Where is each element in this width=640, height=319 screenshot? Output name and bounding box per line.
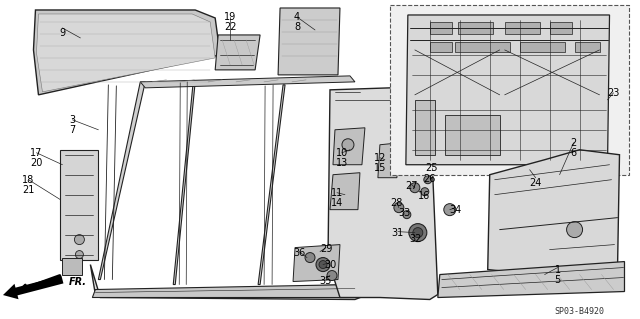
Polygon shape bbox=[63, 257, 83, 275]
Text: 10: 10 bbox=[336, 148, 348, 158]
Text: 3: 3 bbox=[69, 115, 76, 125]
Circle shape bbox=[319, 261, 327, 269]
Bar bbox=[430, 22, 452, 34]
Text: 9: 9 bbox=[60, 28, 65, 38]
Polygon shape bbox=[36, 14, 215, 92]
Text: 28: 28 bbox=[390, 198, 403, 208]
Text: 19: 19 bbox=[224, 12, 236, 22]
Polygon shape bbox=[258, 85, 285, 285]
Text: 15: 15 bbox=[374, 163, 386, 173]
Circle shape bbox=[316, 257, 330, 271]
Polygon shape bbox=[140, 76, 355, 88]
Bar bbox=[458, 22, 493, 34]
Polygon shape bbox=[378, 143, 400, 178]
Circle shape bbox=[444, 204, 456, 216]
Circle shape bbox=[76, 251, 83, 259]
Polygon shape bbox=[488, 150, 620, 278]
Circle shape bbox=[409, 224, 427, 241]
Text: 22: 22 bbox=[224, 22, 236, 32]
Polygon shape bbox=[92, 285, 358, 298]
Text: 36: 36 bbox=[293, 248, 305, 257]
Text: 34: 34 bbox=[450, 205, 462, 215]
Bar bbox=[575, 42, 600, 52]
Text: 17: 17 bbox=[30, 148, 43, 158]
Polygon shape bbox=[293, 245, 340, 282]
Text: 35: 35 bbox=[320, 276, 332, 286]
Circle shape bbox=[424, 176, 432, 184]
Text: 2: 2 bbox=[570, 138, 577, 148]
Text: 33: 33 bbox=[399, 208, 411, 218]
Text: 18: 18 bbox=[22, 175, 35, 185]
Circle shape bbox=[410, 183, 420, 193]
Text: 14: 14 bbox=[331, 198, 343, 208]
Circle shape bbox=[566, 222, 582, 238]
Polygon shape bbox=[173, 82, 195, 285]
Bar bbox=[550, 22, 572, 34]
Circle shape bbox=[421, 188, 429, 196]
FancyArrow shape bbox=[3, 276, 63, 299]
Circle shape bbox=[413, 228, 423, 238]
Circle shape bbox=[327, 271, 337, 280]
Text: 31: 31 bbox=[392, 228, 404, 238]
Text: 30: 30 bbox=[324, 260, 336, 270]
Text: 11: 11 bbox=[331, 188, 343, 198]
Text: 13: 13 bbox=[336, 158, 348, 168]
Text: 8: 8 bbox=[294, 22, 300, 32]
Text: SP03-B4920: SP03-B4920 bbox=[555, 308, 605, 316]
Polygon shape bbox=[390, 5, 630, 175]
Polygon shape bbox=[415, 100, 435, 155]
Text: 32: 32 bbox=[410, 234, 422, 244]
Text: 20: 20 bbox=[30, 158, 43, 168]
Text: 27: 27 bbox=[406, 181, 418, 191]
Text: 12: 12 bbox=[374, 153, 386, 163]
Text: 5: 5 bbox=[554, 275, 561, 285]
Text: 4: 4 bbox=[294, 12, 300, 22]
Text: 6: 6 bbox=[570, 148, 577, 158]
Text: 24: 24 bbox=[529, 178, 542, 188]
Circle shape bbox=[74, 234, 84, 245]
Polygon shape bbox=[278, 8, 340, 75]
Circle shape bbox=[342, 139, 354, 151]
Polygon shape bbox=[33, 10, 220, 95]
Polygon shape bbox=[99, 82, 145, 279]
Polygon shape bbox=[445, 115, 500, 155]
Text: 16: 16 bbox=[418, 191, 430, 201]
Text: 21: 21 bbox=[22, 185, 35, 195]
Circle shape bbox=[305, 253, 315, 263]
Circle shape bbox=[403, 211, 411, 219]
Polygon shape bbox=[406, 15, 609, 165]
Polygon shape bbox=[90, 90, 370, 300]
Polygon shape bbox=[330, 173, 360, 210]
Bar bbox=[430, 42, 452, 52]
Text: 29: 29 bbox=[320, 244, 332, 254]
Bar bbox=[505, 22, 540, 34]
Text: 7: 7 bbox=[69, 125, 76, 135]
Bar bbox=[520, 42, 564, 52]
Text: 1: 1 bbox=[554, 264, 561, 275]
Polygon shape bbox=[333, 128, 365, 165]
Text: 26: 26 bbox=[424, 174, 436, 184]
Circle shape bbox=[394, 203, 404, 213]
Polygon shape bbox=[438, 262, 625, 298]
Text: FR.: FR. bbox=[68, 277, 86, 286]
Polygon shape bbox=[215, 35, 260, 70]
Circle shape bbox=[426, 162, 438, 174]
Polygon shape bbox=[328, 88, 438, 300]
Bar bbox=[455, 42, 509, 52]
Text: 23: 23 bbox=[607, 88, 620, 98]
Polygon shape bbox=[60, 150, 99, 260]
Text: 25: 25 bbox=[426, 163, 438, 173]
